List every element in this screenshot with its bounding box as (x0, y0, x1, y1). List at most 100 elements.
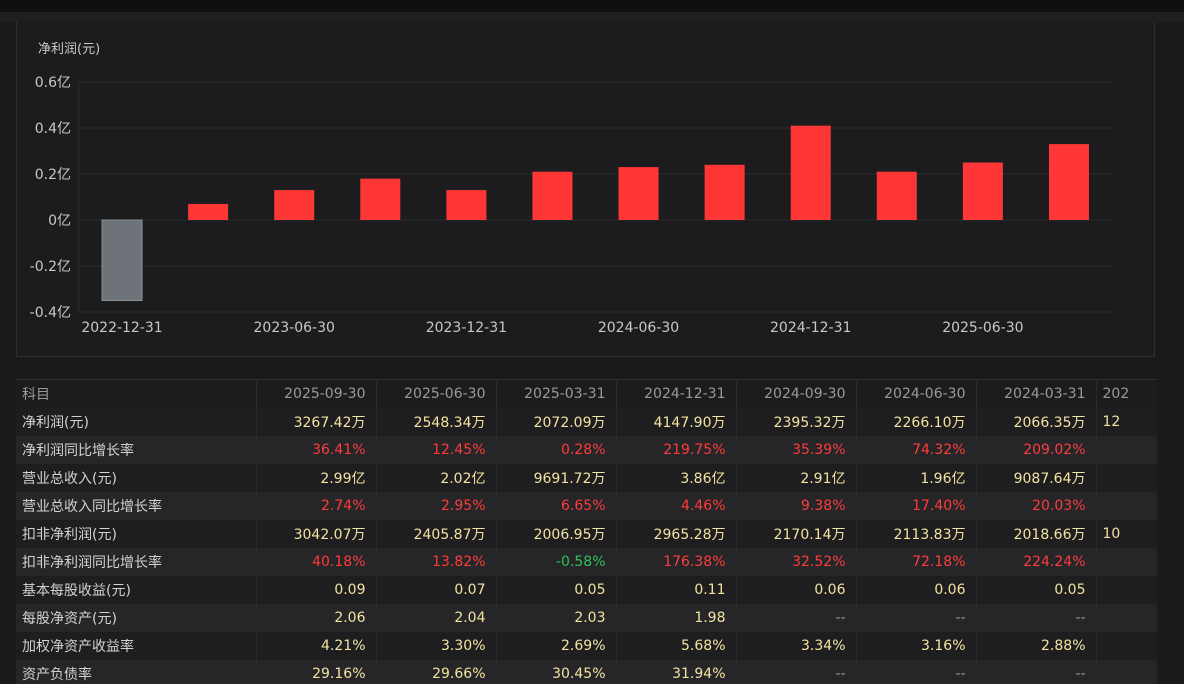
header-period[interactable]: 2025-03-31 (496, 380, 617, 408)
chart-grid (78, 81, 1112, 313)
table-cell: 176.38% (616, 548, 737, 576)
row-label: 营业总收入(元) (16, 464, 257, 492)
table-cell: 0.06 (856, 576, 977, 604)
table-cell: 2.03 (496, 604, 617, 632)
table-cell: 3.16% (856, 632, 977, 660)
bar-2024-03-31[interactable] (532, 171, 573, 220)
bar-2023-03-31[interactable] (188, 203, 229, 220)
table-cell: 9691.72万 (496, 464, 617, 492)
table-cell: 2548.34万 (376, 408, 497, 436)
window-top-bar (0, 0, 1184, 12)
table-cell (1096, 576, 1157, 604)
table-cell: 35.39% (736, 436, 857, 464)
table-cell: 1.96亿 (856, 464, 977, 492)
table-cell: 0.28% (496, 436, 617, 464)
header-period[interactable]: 2025-09-30 (256, 380, 377, 408)
bar-2023-06-30[interactable] (274, 190, 315, 220)
y-tick-label: -0.2亿 (30, 259, 71, 275)
table-cell: 30.45% (496, 660, 617, 684)
row-label: 营业总收入同比增长率 (16, 492, 257, 520)
x-tick-label: 2024-06-30 (598, 320, 679, 336)
table-row[interactable]: 净利润(元) 3267.42万 2548.34万 2072.09万 4147.90万 23… (16, 408, 1157, 436)
header-period[interactable]: 2024-03-31 (976, 380, 1097, 408)
table-row[interactable]: 扣非净利润(元) 3042.07万 2405.87万 2006.95万 2965.28万… (16, 520, 1157, 548)
table-cell: 2266.10万 (856, 408, 977, 436)
x-tick-label: 2023-12-31 (426, 320, 507, 336)
table-row[interactable]: 营业总收入(元) 2.99亿 2.02亿 9691.72万 3.86亿 2.91亿 1.96… (16, 464, 1157, 492)
bar-2024-12-31[interactable] (790, 125, 831, 220)
table-cell: 0.05 (496, 576, 617, 604)
table-cell (1096, 632, 1157, 660)
table-cell: 2.99亿 (256, 464, 377, 492)
table-cell: 4147.90万 (616, 408, 737, 436)
table-cell: 2395.32万 (736, 408, 857, 436)
table-cell: -- (856, 604, 977, 632)
y-tick-label: -0.4亿 (30, 305, 71, 321)
y-tick-label: 0.4亿 (35, 121, 71, 137)
x-tick-label: 2025-06-30 (942, 320, 1023, 336)
table-row[interactable]: 基本每股收益(元) 0.09 0.07 0.05 0.11 0.06 0.06 0.05 (16, 576, 1157, 604)
chart-bars (101, 125, 1089, 301)
bar-2022-12-31[interactable] (101, 219, 143, 301)
table-cell: 32.52% (736, 548, 857, 576)
y-axis-ticks: 0.6亿 0.4亿 0.2亿 0亿 -0.2亿 -0.4亿 (30, 75, 71, 321)
table-cell: 0.11 (616, 576, 737, 604)
table-cell: 2.06 (256, 604, 377, 632)
y-tick-label: 0.6亿 (35, 75, 71, 91)
table-cell: 4.21% (256, 632, 377, 660)
header-period[interactable]: 2024-06-30 (856, 380, 977, 408)
bar-2025-09-30[interactable] (1048, 144, 1089, 220)
bar-2023-09-30[interactable] (360, 178, 401, 220)
table-cell: 3267.42万 (256, 408, 377, 436)
table-row[interactable]: 资产负债率 29.16% 29.66% 30.45% 31.94% -- -- -- (16, 660, 1157, 684)
table-cell: 0.05 (976, 576, 1097, 604)
row-label: 资产负债率 (16, 660, 257, 684)
table-cell: 2113.83万 (856, 520, 977, 548)
table-cell: 0.06 (736, 576, 857, 604)
table-cell (1096, 548, 1157, 576)
x-tick-label: 2022-12-31 (81, 320, 162, 336)
table-cell: 2.02亿 (376, 464, 497, 492)
bar-2024-09-30[interactable] (704, 164, 745, 220)
row-label: 每股净资产(元) (16, 604, 257, 632)
table-cell: 74.32% (856, 436, 977, 464)
table-cell: 219.75% (616, 436, 737, 464)
table-cell: 9.38% (736, 492, 857, 520)
table-row[interactable]: 加权净资产收益率 4.21% 3.30% 2.69% 5.68% 3.34% 3.16% 2.… (16, 632, 1157, 660)
bar-2024-06-30[interactable] (618, 167, 659, 220)
table-cell: 40.18% (256, 548, 377, 576)
table-cell: 2066.35万 (976, 408, 1097, 436)
header-period[interactable]: 2024-09-30 (736, 380, 857, 408)
header-period[interactable]: 2025-06-30 (376, 380, 497, 408)
table-cell: 9087.64万 (976, 464, 1097, 492)
table-cell: 4.46% (616, 492, 737, 520)
table-cell (1096, 604, 1157, 632)
table-cell: 6.65% (496, 492, 617, 520)
table-row[interactable]: 每股净资产(元) 2.06 2.04 2.03 1.98 -- -- -- (16, 604, 1157, 632)
net-profit-bar-chart: 净利润(元) 0.6亿 0.4亿 0.2亿 0亿 -0.2亿 -0.4亿 2022-12-… (30, 42, 1112, 336)
row-label: 扣非净利润(元) (16, 520, 257, 548)
table-cell: 2.04 (376, 604, 497, 632)
table-row[interactable]: 营业总收入同比增长率 2.74% 2.95% 6.65% 4.46% 9.38% 17.40… (16, 492, 1157, 520)
table-cell: -- (976, 660, 1097, 684)
row-label: 基本每股收益(元) (16, 576, 257, 604)
table-cell (1096, 660, 1157, 684)
bar-2025-06-30[interactable] (962, 162, 1003, 221)
top-divider (0, 12, 1184, 22)
header-period[interactable]: 202 (1096, 380, 1157, 408)
table-cell: 3.34% (736, 632, 857, 660)
financial-indicators-table[interactable]: 科目 2025-09-30 2025-06-30 2025-03-31 2024-12… (16, 379, 1157, 684)
bar-2023-12-31[interactable] (446, 190, 487, 220)
row-label: 净利润(元) (16, 408, 257, 436)
table-cell: 3042.07万 (256, 520, 377, 548)
table-cell: -- (856, 660, 977, 684)
table-cell: 31.94% (616, 660, 737, 684)
bar-2025-03-31[interactable] (876, 171, 917, 220)
table-row[interactable]: 扣非净利润同比增长率 40.18% 13.82% -0.58% 176.38% 32.52… (16, 548, 1157, 576)
net-profit-chart-panel: 净利润(元) 0.6亿 0.4亿 0.2亿 0亿 -0.2亿 -0.4亿 2022-12-… (16, 22, 1155, 357)
row-label: 加权净资产收益率 (16, 632, 257, 660)
table-cell: -- (976, 604, 1097, 632)
table-row[interactable]: 净利润同比增长率 36.41% 12.45% 0.28% 219.75% 35.39% 74… (16, 436, 1157, 464)
table-cell: 2170.14万 (736, 520, 857, 548)
header-period[interactable]: 2024-12-31 (616, 380, 737, 408)
